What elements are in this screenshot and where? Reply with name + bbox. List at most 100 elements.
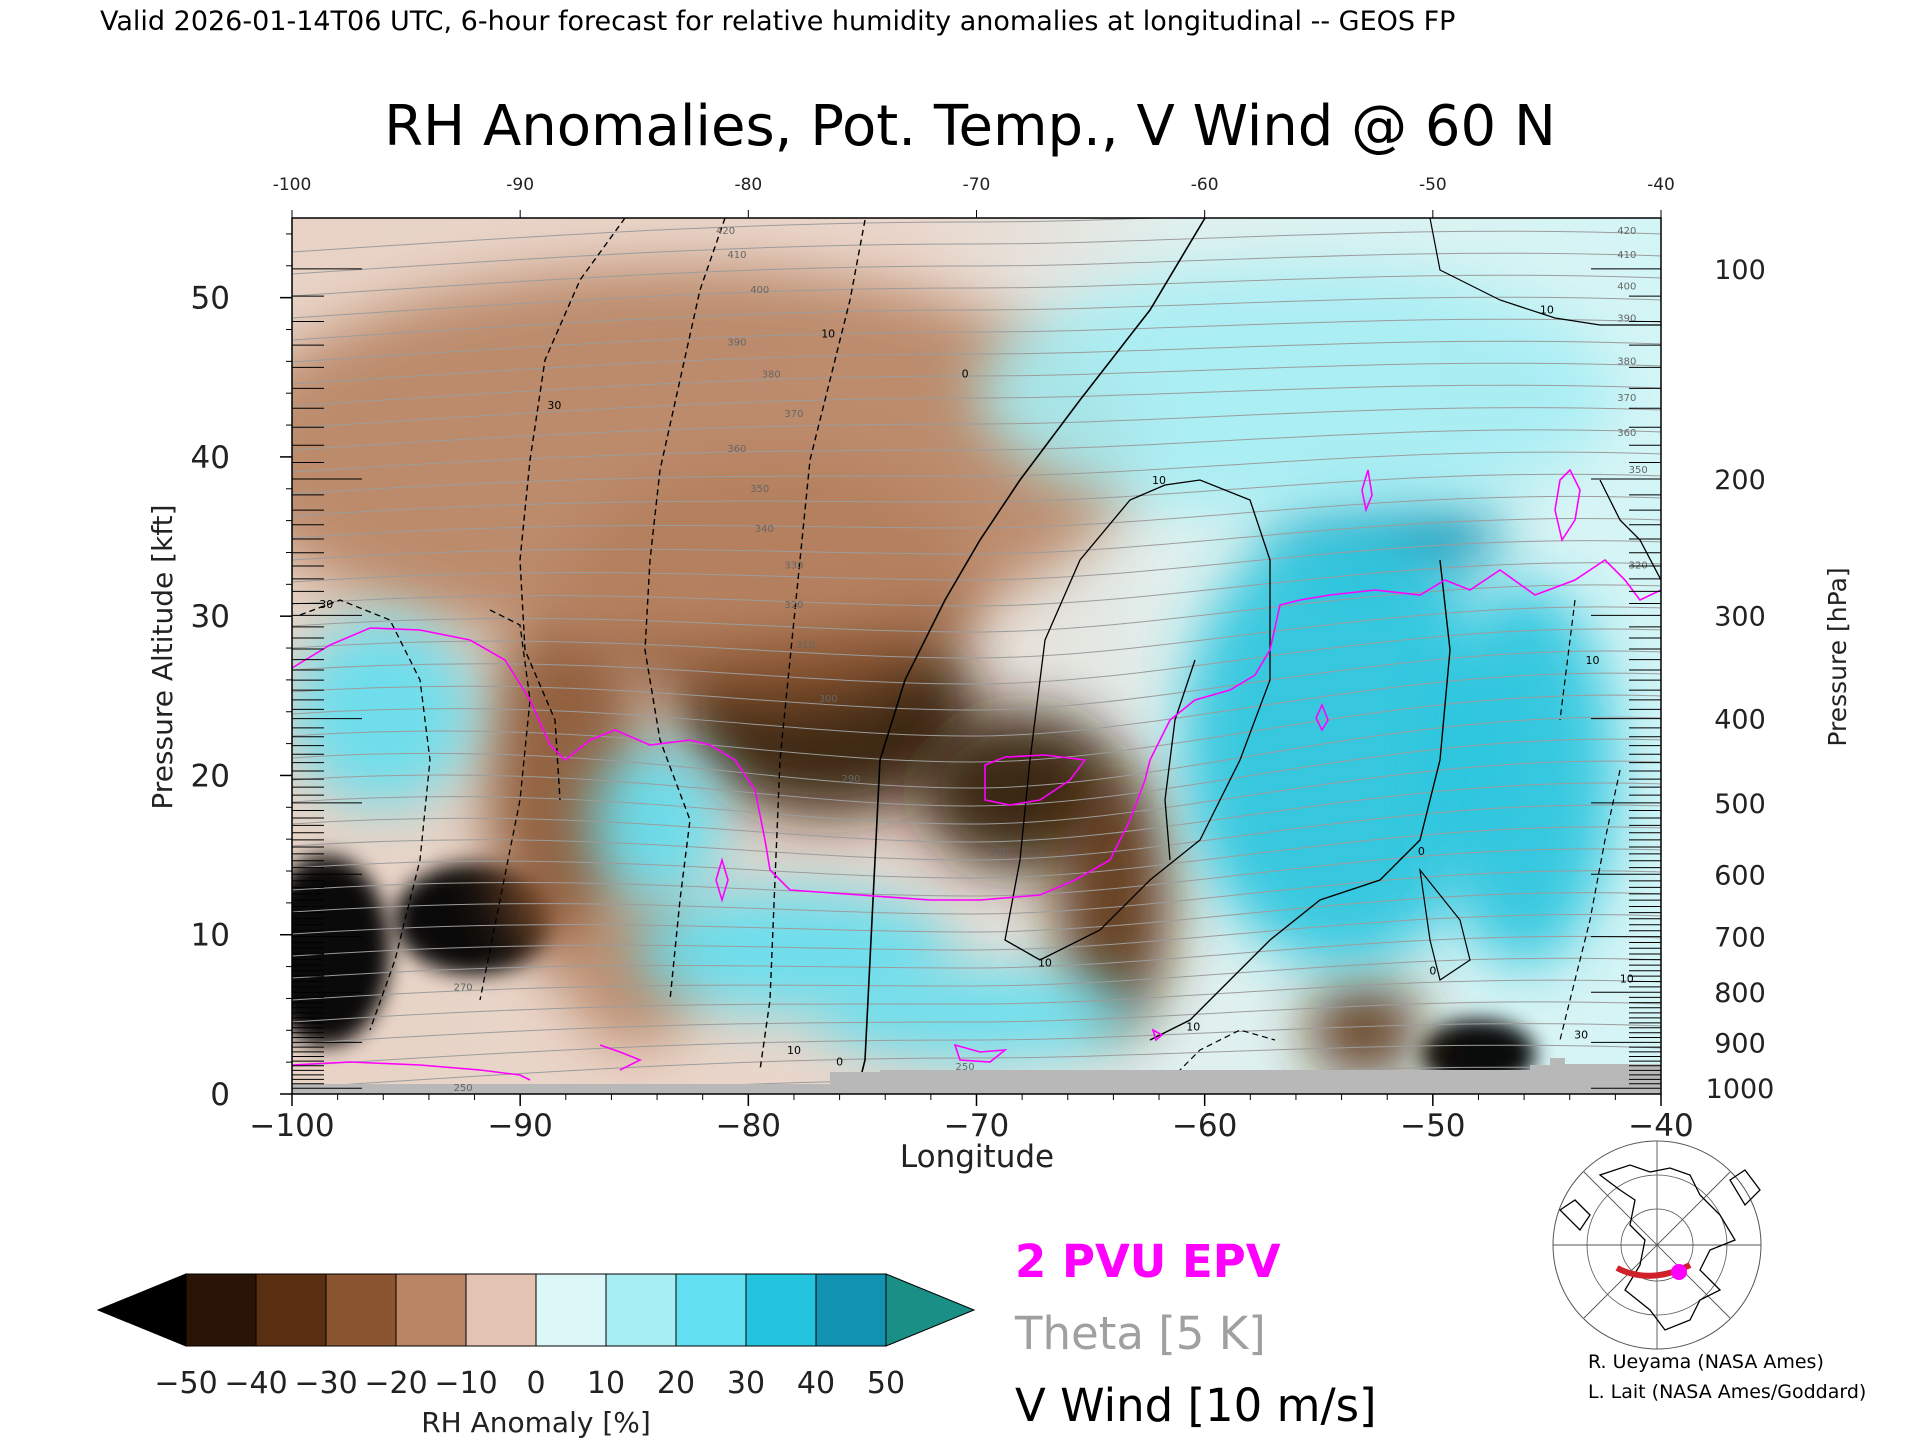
theta-contour-label: 290 xyxy=(841,774,860,785)
colorbar-swatch xyxy=(815,1273,887,1347)
theta-contour xyxy=(292,252,1661,297)
theta-contour-label: 410 xyxy=(1617,250,1636,261)
theta-contour xyxy=(292,914,1661,957)
v-wind-contour-label: 30 xyxy=(547,399,561,412)
theta-contour xyxy=(292,606,1661,659)
theta-contour xyxy=(292,218,1171,253)
map-latitude-ring-2 xyxy=(1620,1208,1694,1282)
v-wind-contour-label: 30 xyxy=(319,598,333,611)
colorbar-tick-label: −20 xyxy=(364,1366,427,1401)
v-wind-contour-label: 10 xyxy=(1152,474,1166,487)
axes: 1002003004005006007008009001000010203040… xyxy=(191,175,1775,1144)
theta-contour xyxy=(292,650,1661,711)
theta-contour-label: 330 xyxy=(784,560,803,571)
theta-contour xyxy=(292,979,1661,1023)
x-tick-label: −40 xyxy=(1628,1108,1693,1144)
colorbar-over-arrow xyxy=(885,1273,976,1347)
theta-contour-label: 320 xyxy=(784,600,803,611)
v-wind-contours xyxy=(299,218,1661,1081)
v-wind-contour-30-west xyxy=(519,218,626,801)
pressure-tick-label: 400 xyxy=(1714,705,1766,736)
theta-contour-label: 380 xyxy=(762,369,781,380)
v-wind-contour-10-east xyxy=(1429,218,1661,326)
theta-contour-label: 310 xyxy=(796,640,815,651)
theta-contour-label: 360 xyxy=(1617,428,1636,439)
theta-contour xyxy=(292,628,1661,685)
y-tick-label: 20 xyxy=(191,758,230,794)
theta-contour-label: 390 xyxy=(727,337,746,348)
epv-contour-small-3 xyxy=(715,857,729,903)
colorbar: −50 −40 −30 −20 −10 0 10 20 30 40 50 RH Anomaly [%] xyxy=(96,1273,976,1439)
theta-contour xyxy=(292,407,1661,451)
theta-contour-labels: 4204104003903803703603503403303203103002… xyxy=(454,226,1648,1094)
epv-contour-loop xyxy=(984,754,1087,806)
epv-contour-small-2 xyxy=(1315,702,1329,732)
theta-contour-label: 350 xyxy=(750,484,769,495)
v-wind-contour-0-mid-b xyxy=(1164,659,1196,861)
theta-contour xyxy=(292,540,1661,583)
y-tick-label: 10 xyxy=(191,918,230,954)
v-wind-contour-label: 10 xyxy=(1038,957,1052,970)
epv-contour-small-1 xyxy=(1361,469,1373,513)
theta-contour-label: 410 xyxy=(727,250,746,261)
v-wind-contour-label: 10 xyxy=(787,1044,801,1057)
rh-anomaly-cell xyxy=(1432,584,1616,967)
rh-anomaly-cell xyxy=(976,265,1616,521)
v-wind-contour-label: 0 xyxy=(962,367,969,380)
v-wind-contour-east-mid xyxy=(1599,479,1661,581)
rh-anomaly-cell xyxy=(292,265,1137,648)
theta-contour xyxy=(292,473,1661,517)
colorbar-tick-label: −50 xyxy=(154,1366,217,1401)
theta-contour xyxy=(292,429,1661,473)
theta-contour-label: 340 xyxy=(755,524,774,535)
pressure-tick-label: 300 xyxy=(1714,601,1766,632)
legend-wind: V Wind [10 m/s] xyxy=(1015,1379,1377,1432)
colorbar-swatch xyxy=(675,1273,747,1347)
v-wind-contour-label: 0 xyxy=(836,1055,843,1068)
colorbar-swatch xyxy=(325,1273,397,1347)
y-tick-label: 50 xyxy=(191,281,230,317)
theta-contour-label: 370 xyxy=(784,409,803,420)
colorbar-label: RH Anomaly [%] xyxy=(421,1406,651,1439)
v-wind-contour-label: 10 xyxy=(1186,1020,1200,1033)
map-graticule xyxy=(1553,1141,1761,1349)
theta-contour xyxy=(292,716,1661,789)
pressure-tick-label: 100 xyxy=(1714,255,1766,286)
x-top-tick-label: -70 xyxy=(963,175,991,195)
v-wind-contour-label: 0 xyxy=(1429,965,1436,978)
theta-contour-label: 360 xyxy=(727,444,746,455)
colorbar-swatch xyxy=(255,1273,327,1347)
credit-2: L. Lait (NASA Ames/Goddard) xyxy=(1588,1381,1866,1403)
v-wind-contour-30-far-east xyxy=(1559,769,1621,1041)
theta-contour xyxy=(292,957,1661,1001)
x-tick-label: −80 xyxy=(716,1108,781,1144)
theta-contour xyxy=(292,870,1661,915)
plot-area: 4204104003903803703603503403303203103002… xyxy=(291,217,1662,1095)
map-location-marker xyxy=(1671,1264,1687,1280)
epv-2pvu-contours xyxy=(292,468,1661,1081)
theta-contour xyxy=(292,318,1661,363)
x-top-tick-label: -50 xyxy=(1419,175,1447,195)
v-wind-contour-zero-main xyxy=(859,218,1206,1081)
map-coastlines xyxy=(1558,1164,1761,1331)
theta-contour-label: 400 xyxy=(750,285,769,296)
theta-contour xyxy=(292,935,1661,979)
v-wind-contour-label: 10 xyxy=(1540,304,1554,317)
colorbar-under-arrow xyxy=(96,1273,187,1347)
rh-anomaly-cell xyxy=(588,743,726,903)
v-wind-contour-0-east-small xyxy=(1419,867,1471,981)
v-wind-contour-0-east xyxy=(1149,559,1451,1041)
theta-contour xyxy=(292,384,1661,429)
pressure-tick-label: 600 xyxy=(1714,860,1766,891)
theta-contour-label: 400 xyxy=(1617,282,1636,293)
pressure-tick-label: 500 xyxy=(1714,789,1766,820)
y-axis-label-right: Pressure [hPa] xyxy=(1823,567,1852,746)
locator-map xyxy=(1552,1140,1762,1350)
colorbar-swatch xyxy=(395,1273,467,1347)
colorbar-tick-label: 40 xyxy=(797,1366,835,1401)
theta-contour-label: 270 xyxy=(454,982,473,993)
colorbar-swatch xyxy=(605,1273,677,1347)
x-top-tick-label: -90 xyxy=(506,175,534,195)
pressure-tick-label: 800 xyxy=(1714,978,1766,1009)
epv-contour-east-spike xyxy=(1554,468,1581,543)
